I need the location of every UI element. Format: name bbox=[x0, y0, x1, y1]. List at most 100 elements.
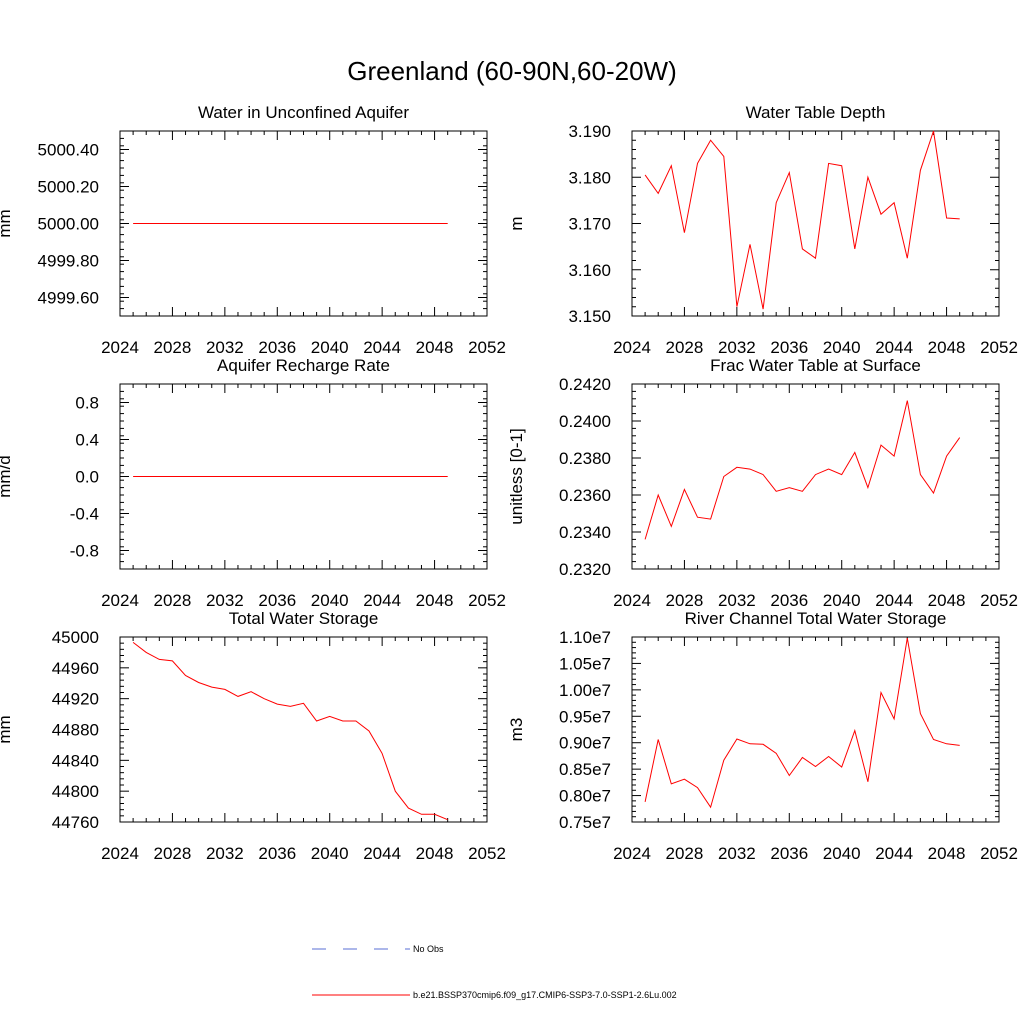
chart-panel-3: Aquifer Recharge Rate mm/d 2024 2028 2032 203… bbox=[0, 356, 506, 610]
chart-panel-2: Water Table Depth m 2024 2028 2032 2036 2040 20… bbox=[507, 103, 1018, 357]
x-tick-label: 2028 bbox=[154, 591, 192, 610]
y-axis-label: mm bbox=[0, 715, 14, 743]
x-tick-label: 2040 bbox=[311, 844, 349, 863]
x-tick-label: 2024 bbox=[101, 844, 139, 863]
legend: No Obs b.e21.BSSP370cmip6.f09_g17.CMIP6-S… bbox=[312, 944, 677, 1000]
y-tick-label: 0.2380 bbox=[559, 449, 611, 468]
x-tick-label: 2052 bbox=[980, 591, 1018, 610]
x-tick-label: 2044 bbox=[875, 844, 913, 863]
panel-title: Water Table Depth bbox=[746, 103, 886, 122]
panel-title: River Channel Total Water Storage bbox=[685, 609, 947, 628]
y-axis-label: mm/d bbox=[0, 455, 14, 498]
x-tick-label: 2048 bbox=[928, 338, 966, 357]
chart-panel-5: Total Water Storage mm 2024 2028 2032 2036 204… bbox=[0, 609, 506, 863]
x-tick-label: 2052 bbox=[468, 591, 506, 610]
y-tick-label: 0.80e7 bbox=[559, 787, 611, 806]
y-tick-label: 44760 bbox=[52, 813, 99, 832]
legend-label-1: No Obs bbox=[413, 944, 444, 954]
legend-label-2: b.e21.BSSP370cmip6.f09_g17.CMIP6-SSP3-7.… bbox=[413, 990, 677, 1000]
x-tick-label: 2044 bbox=[363, 338, 401, 357]
x-tick-label: 2028 bbox=[666, 591, 704, 610]
y-tick-label: 3.180 bbox=[568, 168, 611, 187]
y-tick-label: 1.05e7 bbox=[559, 654, 611, 673]
x-tick-label: 2032 bbox=[718, 591, 756, 610]
x-tick-label: 2024 bbox=[613, 338, 651, 357]
y-tick-label: 3.160 bbox=[568, 261, 611, 280]
y-tick-label: 4999.80 bbox=[38, 252, 99, 271]
y-tick-label: 0.8 bbox=[75, 394, 99, 413]
x-tick-label: 2036 bbox=[258, 591, 296, 610]
y-tick-label: 0.2360 bbox=[559, 486, 611, 505]
x-tick-label: 2032 bbox=[718, 338, 756, 357]
y-tick-label: 4999.60 bbox=[38, 289, 99, 308]
chart-panel-1: Water in Unconfined Aquifer mm 2024 2028 203… bbox=[0, 103, 506, 357]
y-tick-label: 5000.40 bbox=[38, 141, 99, 160]
x-tick-label: 2032 bbox=[206, 591, 244, 610]
y-tick-label: 0.75e7 bbox=[559, 813, 611, 832]
chart-panel-6: River Channel Total Water Storage m3 2024 2… bbox=[507, 609, 1018, 863]
plot-frame bbox=[631, 636, 1000, 823]
series-line bbox=[644, 638, 960, 809]
y-tick-label: 45000 bbox=[52, 628, 99, 647]
y-axis-label: m3 bbox=[507, 718, 526, 742]
y-tick-label: 44800 bbox=[52, 782, 99, 801]
plot-frame bbox=[631, 130, 1000, 317]
x-tick-label: 2048 bbox=[928, 844, 966, 863]
y-tick-label: 0.2320 bbox=[559, 560, 611, 579]
x-tick-label: 2028 bbox=[154, 338, 192, 357]
y-tick-label: 0.2420 bbox=[559, 375, 611, 394]
x-tick-label: 2036 bbox=[770, 591, 808, 610]
x-tick-label: 2036 bbox=[258, 844, 296, 863]
y-tick-label: 44960 bbox=[52, 659, 99, 678]
x-tick-label: 2040 bbox=[311, 338, 349, 357]
x-tick-label: 2044 bbox=[875, 591, 913, 610]
y-tick-label: 1.00e7 bbox=[559, 681, 611, 700]
x-tick-label: 2032 bbox=[206, 844, 244, 863]
series-line bbox=[644, 130, 960, 310]
x-tick-label: 2040 bbox=[823, 338, 861, 357]
x-tick-label: 2028 bbox=[154, 844, 192, 863]
series-line bbox=[132, 642, 448, 821]
panel-title: Total Water Storage bbox=[229, 609, 379, 628]
x-tick-label: 2048 bbox=[928, 591, 966, 610]
x-tick-label: 2044 bbox=[363, 591, 401, 610]
x-tick-label: 2024 bbox=[101, 591, 139, 610]
y-tick-label: 3.170 bbox=[568, 215, 611, 234]
figure-title: Greenland (60-90N,60-20W) bbox=[347, 56, 677, 86]
y-tick-label: 44880 bbox=[52, 721, 99, 740]
y-tick-label: 0.95e7 bbox=[559, 707, 611, 726]
x-tick-label: 2052 bbox=[980, 844, 1018, 863]
x-tick-label: 2044 bbox=[363, 844, 401, 863]
plot-frame bbox=[631, 383, 1000, 570]
y-tick-label: 0.2340 bbox=[559, 523, 611, 542]
x-tick-label: 2024 bbox=[613, 591, 651, 610]
x-tick-label: 2024 bbox=[101, 338, 139, 357]
x-tick-label: 2032 bbox=[206, 338, 244, 357]
y-tick-label: -0.4 bbox=[70, 505, 99, 524]
y-tick-label: 3.150 bbox=[568, 307, 611, 326]
y-axis-label: mm bbox=[0, 209, 14, 237]
y-tick-label: 1.10e7 bbox=[559, 628, 611, 647]
y-tick-label: 5000.20 bbox=[38, 178, 99, 197]
y-tick-label: 0.90e7 bbox=[559, 734, 611, 753]
panel-title: Aquifer Recharge Rate bbox=[217, 356, 390, 375]
x-tick-label: 2036 bbox=[770, 338, 808, 357]
y-tick-label: 0.0 bbox=[75, 468, 99, 487]
panel-title: Water in Unconfined Aquifer bbox=[198, 103, 409, 122]
x-tick-label: 2044 bbox=[875, 338, 913, 357]
x-tick-label: 2040 bbox=[823, 591, 861, 610]
y-axis-label: unitless [0-1] bbox=[507, 428, 526, 524]
x-tick-label: 2048 bbox=[416, 844, 454, 863]
x-tick-label: 2028 bbox=[666, 844, 704, 863]
y-tick-label: 3.190 bbox=[568, 122, 611, 141]
y-tick-label: -0.8 bbox=[70, 542, 99, 561]
x-tick-label: 2052 bbox=[980, 338, 1018, 357]
x-tick-label: 2036 bbox=[770, 844, 808, 863]
x-tick-label: 2040 bbox=[823, 844, 861, 863]
y-axis-label: m bbox=[507, 216, 526, 230]
y-tick-label: 0.4 bbox=[75, 431, 99, 450]
y-tick-label: 44920 bbox=[52, 690, 99, 709]
series-line bbox=[644, 400, 961, 540]
x-tick-label: 2028 bbox=[666, 338, 704, 357]
